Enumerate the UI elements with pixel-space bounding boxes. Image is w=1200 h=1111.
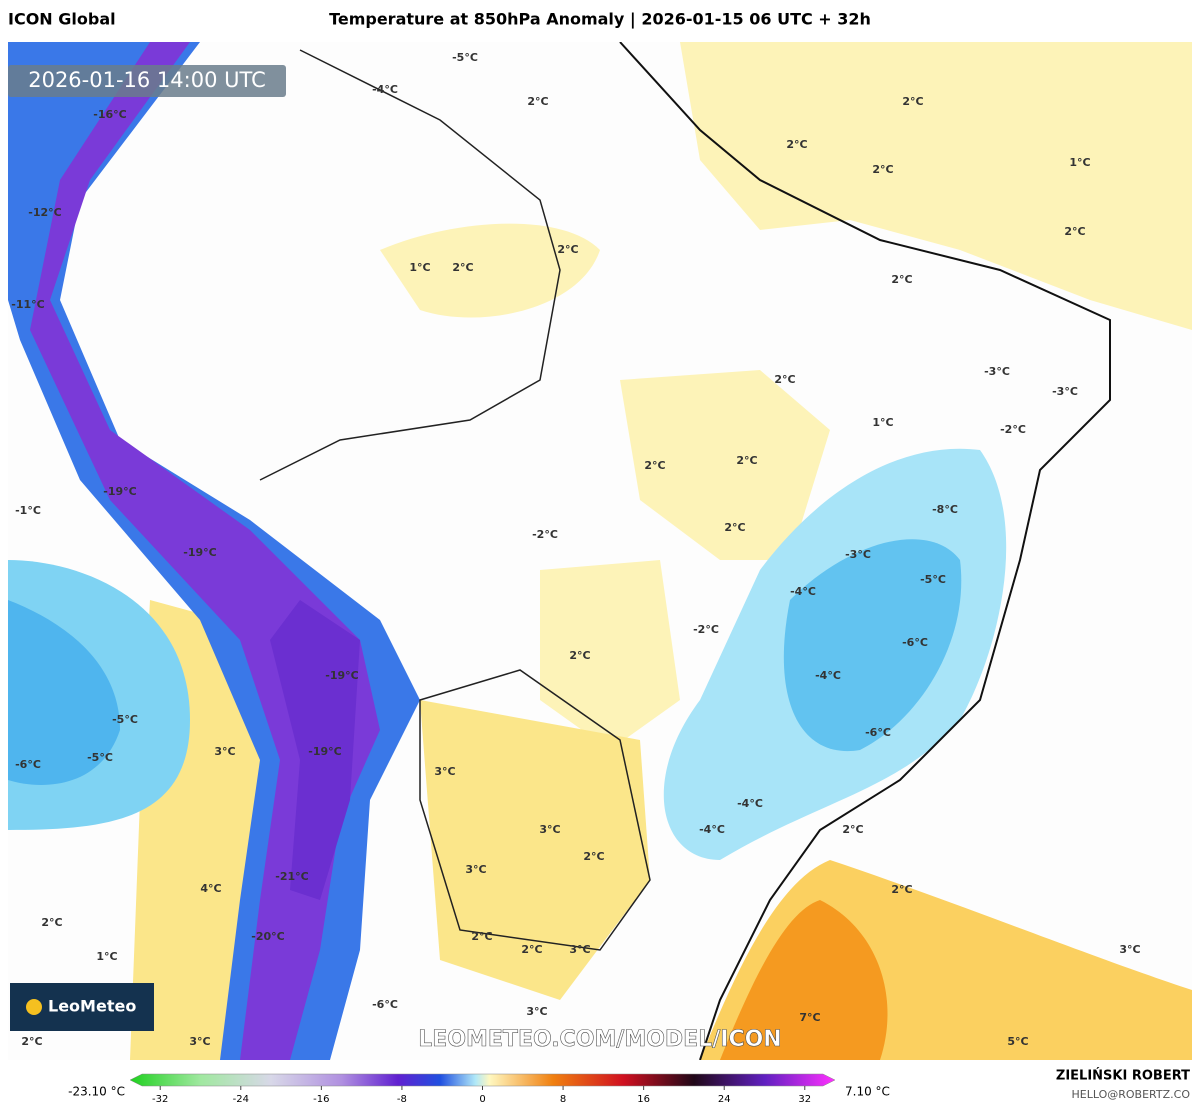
map-label: -6°C	[865, 726, 891, 739]
map-label: -4°C	[372, 83, 398, 96]
map-label: 2°C	[452, 261, 473, 274]
colorbar-tick-label: 8	[560, 1094, 566, 1105]
map-label: 1°C	[872, 416, 893, 429]
map-label: -19°C	[308, 745, 341, 758]
map-label: 1°C	[96, 950, 117, 963]
map-label: -3°C	[845, 548, 871, 561]
map-label: 2°C	[872, 163, 893, 176]
map-label: 2°C	[527, 95, 548, 108]
map-label: 5°C	[1007, 1035, 1028, 1048]
map-label: 4°C	[200, 882, 221, 895]
map-label: 2°C	[891, 273, 912, 286]
map-label: 3°C	[526, 1005, 547, 1018]
map-label: 2°C	[644, 459, 665, 472]
colorbar-tick-label: -24	[233, 1094, 249, 1105]
map-label: -2°C	[693, 623, 719, 636]
map-label: -19°C	[325, 669, 358, 682]
colorbar-tick-label: -8	[397, 1094, 407, 1105]
map-label: -6°C	[15, 758, 41, 771]
map-label: 3°C	[569, 943, 590, 956]
map-label: 2°C	[774, 373, 795, 386]
watermark: LEOMETEO.COM/MODEL/ICON	[418, 1027, 781, 1052]
map-label: 1°C	[409, 261, 430, 274]
map-label: -5°C	[87, 751, 113, 764]
map-label: 3°C	[214, 745, 235, 758]
colorbar-tick-label: 0	[479, 1094, 485, 1105]
logo: LeoMeteo	[48, 997, 136, 1016]
map-label: 2°C	[786, 138, 807, 151]
map-label: -5°C	[920, 573, 946, 586]
map	[8, 42, 1192, 1060]
map-label: 3°C	[465, 863, 486, 876]
colorbar-tick-label: 16	[637, 1094, 650, 1105]
map-label: 2°C	[583, 850, 604, 863]
map-label: -21°C	[275, 870, 308, 883]
model-name: ICON Global	[8, 10, 116, 29]
map-label: 3°C	[434, 765, 455, 778]
map-label: 2°C	[842, 823, 863, 836]
map-label: -2°C	[1000, 423, 1026, 436]
colorbar	[129, 1073, 836, 1087]
contact: HELLO@ROBERTZ.CO	[1072, 1088, 1191, 1101]
map-label: -16°C	[93, 108, 126, 121]
map-label: 2°C	[21, 1035, 42, 1048]
map-label: -5°C	[112, 713, 138, 726]
map-label: -1°C	[15, 504, 41, 517]
map-label: 2°C	[569, 649, 590, 662]
colorbar-tick-label: 24	[718, 1094, 731, 1105]
colorbar-min: -23.10 °C	[68, 1085, 125, 1099]
map-label: 2°C	[1064, 225, 1085, 238]
map-title: Temperature at 850hPa Anomaly | 2026-01-…	[329, 10, 871, 30]
map-label: -6°C	[372, 998, 398, 1011]
map-label: -6°C	[902, 636, 928, 649]
map-label: -4°C	[737, 797, 763, 810]
map-label: -2°C	[532, 528, 558, 541]
map-label: -4°C	[699, 823, 725, 836]
map-label: 2°C	[736, 454, 757, 467]
map-label: -20°C	[251, 930, 284, 943]
colorbar-tick-label: 32	[798, 1094, 811, 1105]
map-label: 1°C	[1069, 156, 1090, 169]
map-label: 2°C	[891, 883, 912, 896]
map-label: 3°C	[539, 823, 560, 836]
map-label: -3°C	[1052, 385, 1078, 398]
map-label: 3°C	[189, 1035, 210, 1048]
map-label: 2°C	[471, 930, 492, 943]
colorbar-tick-label: -32	[152, 1094, 168, 1105]
map-label: -4°C	[815, 669, 841, 682]
map-label: -8°C	[932, 503, 958, 516]
map-label: 2°C	[521, 943, 542, 956]
map-label: 3°C	[1119, 943, 1140, 956]
map-label: 7°C	[799, 1011, 820, 1024]
map-label: 2°C	[557, 243, 578, 256]
map-label: 2°C	[724, 521, 745, 534]
map-label: -4°C	[790, 585, 816, 598]
valid-time: 2026-01-16 14:00 UTC	[28, 68, 266, 92]
map-label: -19°C	[183, 546, 216, 559]
map-label: -3°C	[984, 365, 1010, 378]
map-label: 2°C	[41, 916, 62, 929]
map-label: -19°C	[103, 485, 136, 498]
author: ZIELIŃSKI ROBERT	[1056, 1068, 1190, 1084]
map-label: 2°C	[902, 95, 923, 108]
colorbar-max: 7.10 °C	[845, 1085, 890, 1099]
map-label: -12°C	[28, 206, 61, 219]
colorbar-tick-label: -16	[313, 1094, 329, 1105]
map-label: -11°C	[11, 298, 44, 311]
map-label: -5°C	[452, 51, 478, 64]
